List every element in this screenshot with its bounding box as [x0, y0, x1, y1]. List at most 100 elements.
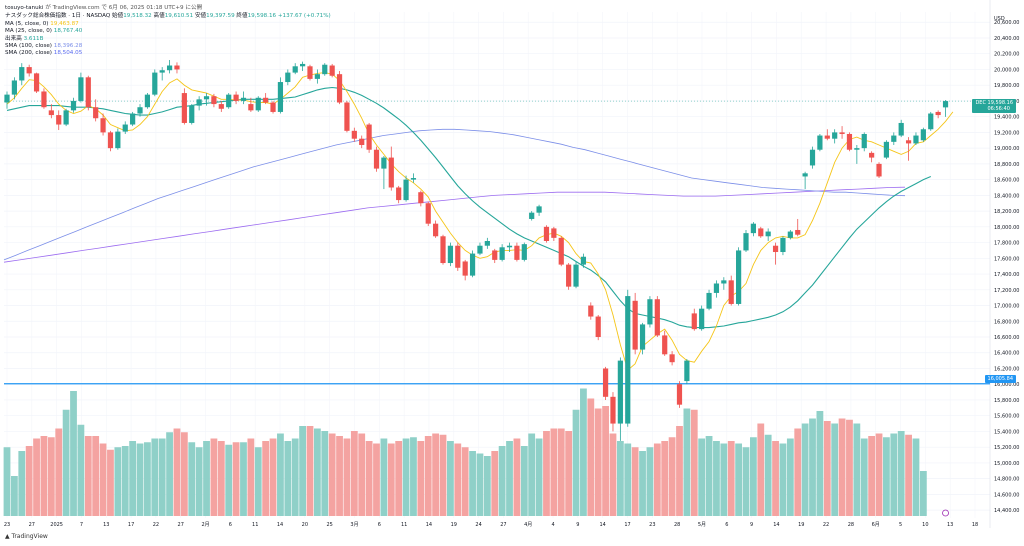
volume-bar — [602, 406, 609, 516]
candle-body — [433, 223, 439, 237]
volume-bar — [328, 433, 336, 516]
volume-bar — [838, 418, 846, 516]
indicator-volume[interactable]: 出来高 3.611B — [5, 36, 82, 43]
candle-body — [758, 228, 764, 237]
x-tick-label: 6 — [229, 522, 232, 528]
volume-bar — [587, 398, 595, 516]
candle-body — [477, 245, 483, 254]
volume-bar — [247, 438, 255, 516]
volume-bar — [254, 447, 262, 516]
low-value: 19,397.59 — [206, 13, 235, 19]
x-tick-label: 4月 — [524, 522, 532, 528]
volume-bar — [809, 418, 816, 516]
x-tick-label: 5 — [899, 522, 902, 528]
close-label: 終値 — [236, 13, 248, 19]
volume-bar — [616, 441, 624, 516]
indicator-sma200[interactable]: SMA (200, close) 18,504.05 — [5, 50, 82, 57]
volume-bar — [40, 436, 48, 516]
change-value: +137.67 (+0.71%) — [277, 13, 331, 19]
candle-body — [63, 110, 69, 125]
x-tick-label: 25 — [326, 522, 332, 528]
candle-body — [595, 316, 601, 338]
volume-bar — [883, 437, 890, 516]
indicator-label: MA (25, close, 0) — [5, 28, 52, 35]
candle-body — [181, 93, 187, 123]
x-tick-label: 4 — [551, 522, 554, 528]
volume-bar — [557, 428, 565, 516]
candle-body — [617, 360, 623, 424]
close-value: 19,598.16 — [247, 13, 277, 19]
candle-body — [26, 67, 32, 74]
candle-body — [913, 135, 919, 144]
volume-bar — [306, 426, 314, 516]
volume-bar — [269, 438, 277, 516]
candle-body — [455, 245, 461, 268]
x-tick-label: 28 — [848, 522, 854, 528]
y-tick-label: 18,600.00 — [994, 178, 1019, 184]
candle-body — [418, 192, 424, 204]
volume-bar — [55, 428, 63, 516]
volume-bar — [668, 437, 676, 516]
candle-body — [876, 163, 882, 177]
x-tick-label: 6 — [378, 522, 381, 528]
x-tick-label: 5月 — [698, 522, 706, 528]
volume-bar — [698, 438, 706, 516]
indicator-ma25[interactable]: MA (25, close, 0) 18,767.40 — [5, 28, 82, 35]
y-tick-label: 20,200.00 — [994, 52, 1019, 58]
candle-body — [159, 70, 165, 73]
y-tick-label: 15,400.00 — [994, 429, 1019, 435]
x-tick-label: 14 — [277, 522, 283, 528]
volume-bar — [513, 438, 521, 516]
candle-body — [85, 77, 91, 108]
volume-bar — [469, 451, 476, 516]
candle-body — [100, 118, 106, 133]
y-tick-label: 17,200.00 — [994, 288, 1019, 294]
x-tick-label: 19 — [451, 522, 457, 528]
symbol-name[interactable]: ナスダック総合株価指数 · 1日 · NASDAQ — [5, 13, 111, 19]
tv-logo-text: TradingView — [11, 533, 48, 540]
volume-bar — [336, 436, 343, 516]
candle-body — [492, 250, 498, 260]
candle-body — [558, 237, 564, 265]
volume-bar — [846, 419, 853, 516]
volume-bar — [158, 438, 166, 516]
candle-body — [410, 178, 417, 180]
candle-body — [551, 228, 557, 238]
level-value: 16,005.84 — [987, 376, 1013, 382]
x-tick-label: 6月 — [872, 522, 880, 528]
volume-bar — [380, 438, 388, 516]
author-name[interactable]: tosuyo-tanuki — [5, 5, 44, 11]
y-tick-label: 18,400.00 — [994, 193, 1019, 199]
tradingview-logo[interactable]: ▲ TradingView — [5, 533, 48, 540]
volume-bar — [801, 423, 809, 516]
volume-bar — [424, 436, 432, 516]
volume-bar — [897, 431, 905, 516]
candle-body — [536, 206, 542, 213]
volume-bar — [129, 441, 137, 516]
candle-body — [33, 73, 40, 92]
volume-bar — [749, 437, 757, 516]
volume-bar — [535, 438, 543, 516]
candle-body — [647, 299, 653, 325]
y-tick-label: 17,800.00 — [994, 241, 1019, 247]
x-tick-label: 27 — [178, 522, 184, 528]
volume-bar — [690, 409, 698, 516]
y-tick-label: 14,800.00 — [994, 477, 1019, 483]
candle-body — [632, 300, 638, 350]
volume-bar — [705, 436, 713, 516]
volume-bar — [483, 456, 491, 516]
candle-body — [166, 65, 173, 71]
volume-bar — [624, 443, 632, 516]
candle-body — [787, 231, 793, 238]
candle-body — [669, 354, 675, 363]
candle-body — [307, 66, 313, 79]
volume-bar — [520, 446, 528, 516]
candle-body — [521, 244, 527, 260]
indicator-sma100[interactable]: SMA (100, close) 18,396.28 — [5, 43, 82, 50]
indicator-ma5[interactable]: MA (5, close, 0) 19,463.87 — [5, 21, 82, 28]
volume-bar — [491, 451, 499, 516]
volume-bar — [713, 441, 720, 516]
volume-bar — [240, 442, 247, 516]
y-tick-label: 20,400.00 — [994, 36, 1019, 42]
volume-bar — [180, 432, 188, 516]
